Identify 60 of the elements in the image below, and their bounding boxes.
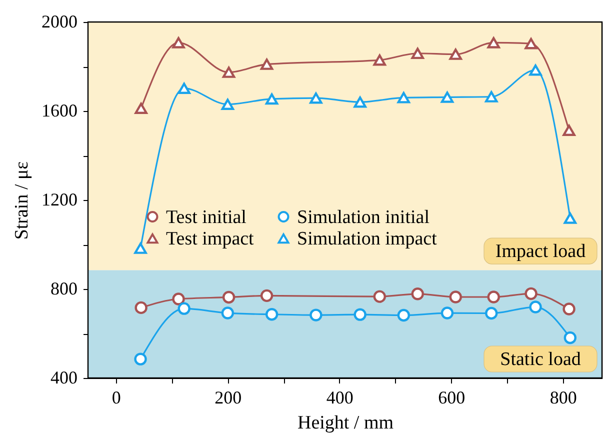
point [134, 102, 148, 114]
point [265, 308, 278, 321]
legend-label: Test initial [166, 206, 246, 228]
x-tick-label: 200 [214, 388, 242, 408]
y-tick-label: 400 [50, 368, 78, 388]
point [562, 302, 576, 316]
y-tick-label: 1200 [42, 190, 78, 210]
point [265, 93, 278, 105]
point [529, 300, 542, 314]
x-tick-label: 400 [326, 388, 354, 408]
point [134, 352, 147, 366]
x-tick-label: 600 [438, 388, 466, 408]
point [529, 64, 542, 76]
point [487, 290, 500, 304]
x-tick-label: 800 [550, 388, 577, 408]
point [134, 242, 147, 254]
point [178, 302, 190, 315]
point [310, 308, 322, 322]
point [397, 308, 410, 322]
point [485, 306, 498, 320]
point [222, 66, 236, 78]
y-axis-title: Strain / με [12, 161, 32, 240]
y-tick-label: 2000 [42, 12, 78, 32]
point [564, 331, 576, 344]
point [222, 290, 236, 304]
point [221, 306, 234, 320]
point [354, 308, 366, 321]
point [260, 289, 274, 302]
point [485, 91, 498, 102]
point [373, 54, 386, 66]
x-tick-label: 0 [112, 388, 121, 408]
legend-label: Simulation initial [297, 206, 430, 228]
point [172, 37, 185, 48]
band-label: Static load [500, 349, 582, 370]
point [260, 58, 274, 70]
y-tick-label: 1600 [42, 100, 78, 120]
point [562, 124, 576, 136]
point [397, 92, 410, 104]
point [310, 92, 322, 104]
point [487, 37, 500, 48]
x-axis-title: Height / mm [297, 412, 394, 434]
legend-label: Test impact [166, 228, 255, 250]
legend-label: Simulation impact [297, 228, 438, 250]
point [449, 48, 462, 60]
y-tick-label: 800 [50, 278, 78, 298]
point [411, 48, 424, 60]
point [373, 290, 386, 303]
point [411, 288, 424, 300]
point [524, 38, 538, 50]
point [524, 287, 538, 300]
point [449, 290, 462, 304]
point [178, 82, 190, 94]
point [440, 306, 454, 320]
band-label: Impact load [495, 241, 586, 262]
point [564, 212, 576, 224]
point [172, 292, 185, 306]
point [221, 98, 234, 110]
point [354, 96, 366, 108]
point [440, 92, 454, 103]
point [134, 301, 148, 314]
